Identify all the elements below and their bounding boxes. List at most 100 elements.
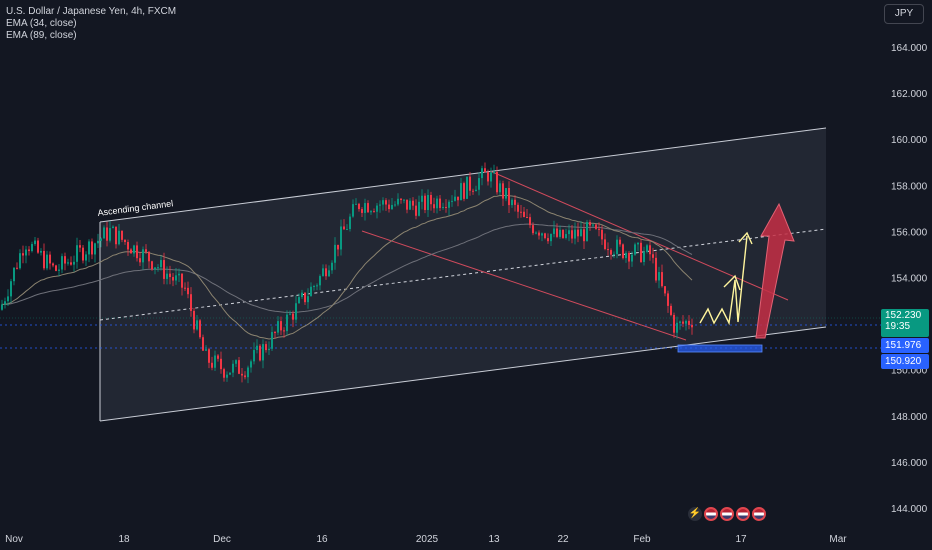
symbol-title[interactable]: U.S. Dollar / Japanese Yen, 4h, FXCM xyxy=(6,6,177,17)
candle-body xyxy=(361,209,363,213)
price-tick-label: 162.000 xyxy=(891,89,928,100)
candle-body xyxy=(427,194,429,211)
candle-body xyxy=(298,297,300,304)
candle-body xyxy=(58,269,60,271)
candle-body xyxy=(577,229,579,237)
candle-body xyxy=(598,228,600,230)
candle-body xyxy=(562,229,564,238)
candle-body xyxy=(622,244,624,259)
channel-lower-line[interactable] xyxy=(99,326,827,422)
candle-body xyxy=(22,253,24,256)
us-flag-icon[interactable] xyxy=(720,507,734,521)
projection-zigzag-path[interactable] xyxy=(699,235,748,326)
support-zone-box[interactable] xyxy=(677,344,763,353)
candle-body xyxy=(481,168,483,179)
candle-body xyxy=(526,217,528,219)
candle-body xyxy=(631,254,633,262)
descending-support-line[interactable] xyxy=(361,230,687,341)
candle-body xyxy=(388,204,390,210)
channel-upper-line[interactable] xyxy=(99,127,827,223)
candle-body xyxy=(97,240,99,244)
candle-body xyxy=(184,287,186,289)
candle-body xyxy=(580,229,582,237)
candle-body xyxy=(151,261,153,270)
bullish-target-arrow[interactable] xyxy=(755,202,795,339)
last-price-value: 152.230 xyxy=(885,310,922,321)
candle-body xyxy=(178,273,180,276)
candle-body xyxy=(412,200,414,206)
candle-body xyxy=(217,355,219,359)
candle-body xyxy=(442,206,444,208)
ema-34-line xyxy=(1,194,693,340)
candle-body xyxy=(400,198,402,201)
candle-body xyxy=(19,253,21,269)
channel-mid-dashed-line[interactable] xyxy=(99,228,827,321)
candle-body xyxy=(592,224,594,226)
candle-body xyxy=(364,203,366,213)
us-flag-icon[interactable] xyxy=(704,507,718,521)
candle-body xyxy=(493,171,495,173)
candle-body xyxy=(349,216,351,230)
candle-body xyxy=(70,262,72,265)
descending-resistance-line[interactable] xyxy=(489,170,789,301)
candle-body xyxy=(85,254,87,261)
candle-body xyxy=(274,332,276,334)
candle-body xyxy=(313,286,315,288)
candle-body xyxy=(316,285,318,287)
candle-body xyxy=(229,372,231,375)
candle-body xyxy=(82,247,84,261)
candle-body xyxy=(559,229,561,237)
candle-body xyxy=(127,242,129,250)
time-tick-label: Mar xyxy=(829,534,847,545)
candle-body xyxy=(289,313,291,315)
price-tick-label: 148.000 xyxy=(891,412,928,423)
candle-body xyxy=(373,211,375,213)
candle-body xyxy=(541,233,543,236)
candle-body xyxy=(169,273,171,278)
candle-body xyxy=(628,252,630,262)
candle-body xyxy=(277,321,279,333)
candle-body xyxy=(235,360,237,364)
candle-body xyxy=(133,245,135,254)
candle-body xyxy=(142,249,144,263)
candle-body xyxy=(181,273,183,288)
candle-body xyxy=(586,222,588,242)
candle-body xyxy=(49,254,51,264)
candle-body xyxy=(13,267,15,282)
candle-body xyxy=(565,234,567,238)
candle-body xyxy=(214,355,216,368)
candle-body xyxy=(130,249,132,254)
candle-body xyxy=(673,314,675,333)
candle-body xyxy=(37,240,39,253)
candle-body xyxy=(334,244,336,263)
candle-body xyxy=(682,321,684,324)
candle-body xyxy=(343,226,345,230)
candle-body xyxy=(406,199,408,210)
candle-body xyxy=(106,227,108,241)
time-tick-label: Nov xyxy=(5,534,23,545)
candle-body xyxy=(643,251,645,263)
candle-body xyxy=(100,238,102,241)
ema-89-line xyxy=(2,223,693,314)
flash-icon[interactable]: ⚡ xyxy=(688,507,702,521)
candle-body xyxy=(382,200,384,205)
ema-34-legend[interactable]: EMA (34, close) xyxy=(6,18,77,29)
candle-body xyxy=(445,206,447,208)
candle-body xyxy=(595,224,597,229)
candle-body xyxy=(583,229,585,242)
candle-body xyxy=(355,203,357,205)
candle-body xyxy=(379,204,381,206)
us-flag-icon[interactable] xyxy=(752,507,766,521)
candle-body xyxy=(187,287,189,295)
candle-body xyxy=(160,260,162,268)
ema-89-legend[interactable]: EMA (89, close) xyxy=(6,30,77,41)
time-tick-label: 17 xyxy=(735,534,747,545)
currency-button[interactable]: JPY xyxy=(884,4,924,24)
candle-body xyxy=(148,251,150,262)
candle-body xyxy=(46,254,48,269)
candle-body xyxy=(103,227,105,239)
us-flag-icon[interactable] xyxy=(736,507,750,521)
candle-body xyxy=(409,200,411,210)
time-axis[interactable]: Nov 18 Dec 16 2025 13 22 Feb 17 Mar xyxy=(5,534,847,545)
